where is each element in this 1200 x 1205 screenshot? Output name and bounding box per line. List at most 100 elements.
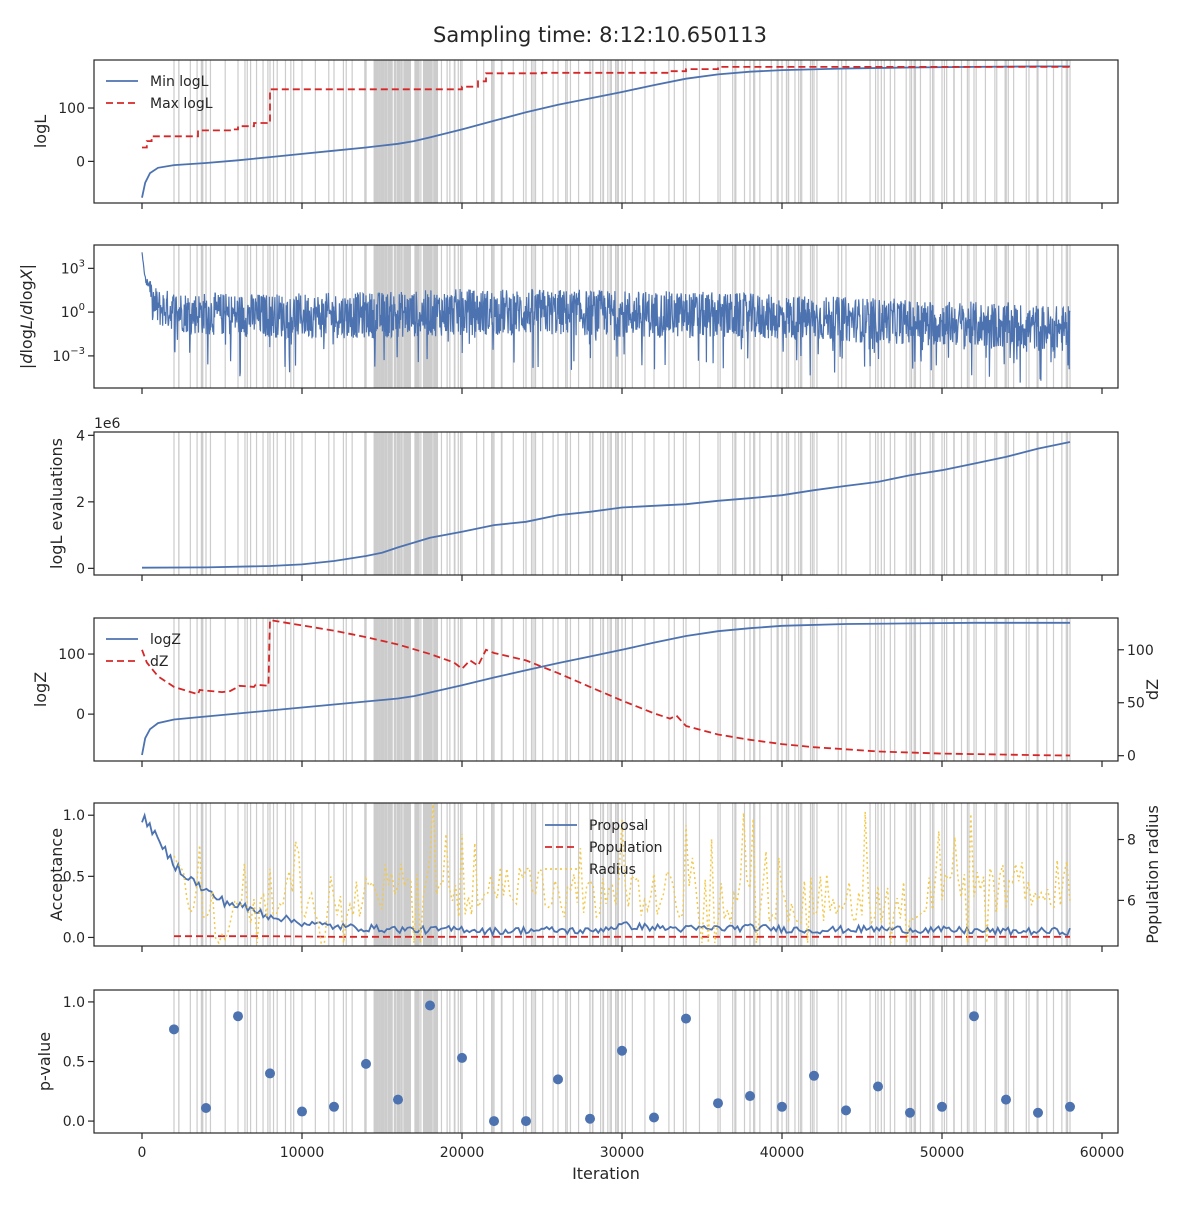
y-tick-label: 10−3	[52, 346, 85, 365]
x-axis-label: Iteration	[572, 1164, 640, 1183]
update-bands	[173, 432, 1071, 575]
y-tick-label-right: 100	[1127, 643, 1154, 659]
y-tick-label-right: 50	[1127, 696, 1145, 712]
pvalue-point	[361, 1058, 371, 1069]
y-tick-label: 0	[76, 561, 85, 577]
pvalue-point	[425, 1000, 435, 1011]
legend-label: logZ	[150, 632, 181, 648]
plot-area-dlogL	[141, 245, 1071, 388]
y-tick-label: 0.5	[63, 1055, 85, 1071]
series-dlogL	[141, 252, 1071, 383]
panel-logL: 0 100 logL Min logL Max logL	[31, 59, 1119, 209]
plot-area-logL	[141, 60, 1071, 203]
y-tick-label: 0	[76, 707, 85, 723]
x-tick-label: 20000	[440, 1145, 485, 1161]
pvalue-point	[713, 1098, 723, 1109]
y-tick-label: 0	[76, 154, 85, 170]
x-tick-label: 50000	[920, 1145, 965, 1161]
pvalue-point	[649, 1112, 659, 1123]
plot-area-logZ	[141, 618, 1071, 761]
series-max-logl	[142, 66, 1070, 149]
legend: logZ dZ	[106, 632, 181, 670]
pvalue-point	[553, 1074, 563, 1085]
x-tick-label: 30000	[600, 1145, 645, 1161]
x-tick-label: 0	[138, 1145, 147, 1161]
legend: Min logL Max logL	[106, 74, 213, 112]
plot-area-acceptance	[141, 803, 1071, 946]
y-tick-label: 1.0	[63, 995, 85, 1011]
pvalue-point	[873, 1081, 883, 1092]
y-tick-label: 103	[61, 258, 85, 277]
y-offset-label: 1e6	[94, 416, 121, 432]
legend-label: Max logL	[150, 96, 213, 112]
pvalue-point	[1065, 1101, 1075, 1112]
pvalue-point	[169, 1024, 179, 1035]
pvalue-point	[329, 1101, 339, 1112]
y-axis-label: logL evaluations	[47, 438, 66, 569]
figure-title: Sampling time: 8:12:10.650113	[433, 23, 767, 47]
pvalue-point	[937, 1101, 947, 1112]
plot-area-evals	[141, 432, 1071, 575]
update-bands	[173, 990, 1071, 1133]
axes-frame	[93, 431, 1119, 576]
axes-frame	[93, 59, 1119, 204]
y-axis-label: Acceptance	[47, 828, 66, 921]
pvalue-point	[969, 1011, 979, 1022]
y-axis-label-right: Population radius	[1143, 805, 1162, 944]
y-axis-label: logZ	[31, 672, 50, 707]
pvalue-point	[201, 1102, 211, 1113]
panel-logZ: 0 100 0 50 100 dZ logZ logZ dZ	[31, 617, 1162, 767]
y-axis-label: logL	[31, 115, 50, 148]
y-tick-label: 100	[58, 101, 85, 117]
update-bands	[173, 803, 1071, 946]
pvalue-point	[1033, 1107, 1043, 1118]
legend-label: Min logL	[150, 74, 209, 90]
pvalue-point	[809, 1070, 819, 1081]
series-radius	[173, 803, 1071, 945]
y-tick-label-right: 6	[1127, 893, 1136, 909]
pvalue-point	[1001, 1094, 1011, 1105]
axes-frame	[93, 802, 1119, 947]
pvalue-point	[233, 1011, 243, 1022]
y-axis-label-right: dZ	[1143, 679, 1162, 700]
y-tick-label: 100	[61, 302, 85, 321]
pvalue-point	[745, 1091, 755, 1102]
axes-frame	[93, 244, 1119, 389]
pvalue-point	[617, 1045, 627, 1056]
panel-evals: 0 2 4 logL evaluations 1e6	[47, 416, 1119, 581]
pvalue-point	[905, 1107, 915, 1118]
series-proposal	[141, 812, 1071, 938]
y-axis-label: p-value	[35, 1032, 54, 1091]
panel-acceptance: 0.0 0.5 1.0 6 8 Population radius Acceptance Pr…	[47, 802, 1162, 952]
update-bands	[173, 618, 1071, 761]
y-tick-label: 0.0	[63, 1114, 85, 1130]
plot-area-pvalue	[169, 990, 1075, 1133]
pvalue-point	[457, 1052, 467, 1063]
panel-dlogL: 10−3 100 103 |dlogL/dlogX|	[17, 244, 1119, 394]
pvalue-point	[681, 1013, 691, 1024]
panel-pvalue: 0 10000 20000 30000 40000 50000 60000 0.0 0.5 1.0…	[35, 989, 1125, 1161]
series-min-logl	[141, 65, 1070, 198]
pvalue-point	[393, 1094, 403, 1105]
legend-label: Population	[589, 840, 663, 856]
panels: 0 100 logL Min logL Max logL 10−3 100 103 |dlogL…	[17, 59, 1162, 1161]
pvalue-point	[585, 1113, 595, 1124]
series-dz	[141, 619, 1071, 757]
update-bands	[173, 60, 1071, 203]
series-population	[174, 935, 1070, 938]
x-tick-label: 60000	[1080, 1145, 1125, 1161]
y-tick-label-right: 0	[1127, 749, 1136, 765]
y-tick-label: 1.0	[63, 808, 85, 824]
pvalue-point	[297, 1106, 307, 1117]
y-tick-label: 2	[76, 495, 85, 511]
legend-label: Radius	[589, 862, 636, 878]
legend-label: Proposal	[589, 818, 648, 834]
legend-label: dZ	[150, 654, 168, 670]
series-evals	[141, 441, 1071, 569]
pvalue-point	[841, 1105, 851, 1116]
legend: Proposal Population Radius	[545, 818, 663, 878]
x-tick-label: 40000	[760, 1145, 805, 1161]
y-tick-label: 4	[76, 428, 85, 444]
